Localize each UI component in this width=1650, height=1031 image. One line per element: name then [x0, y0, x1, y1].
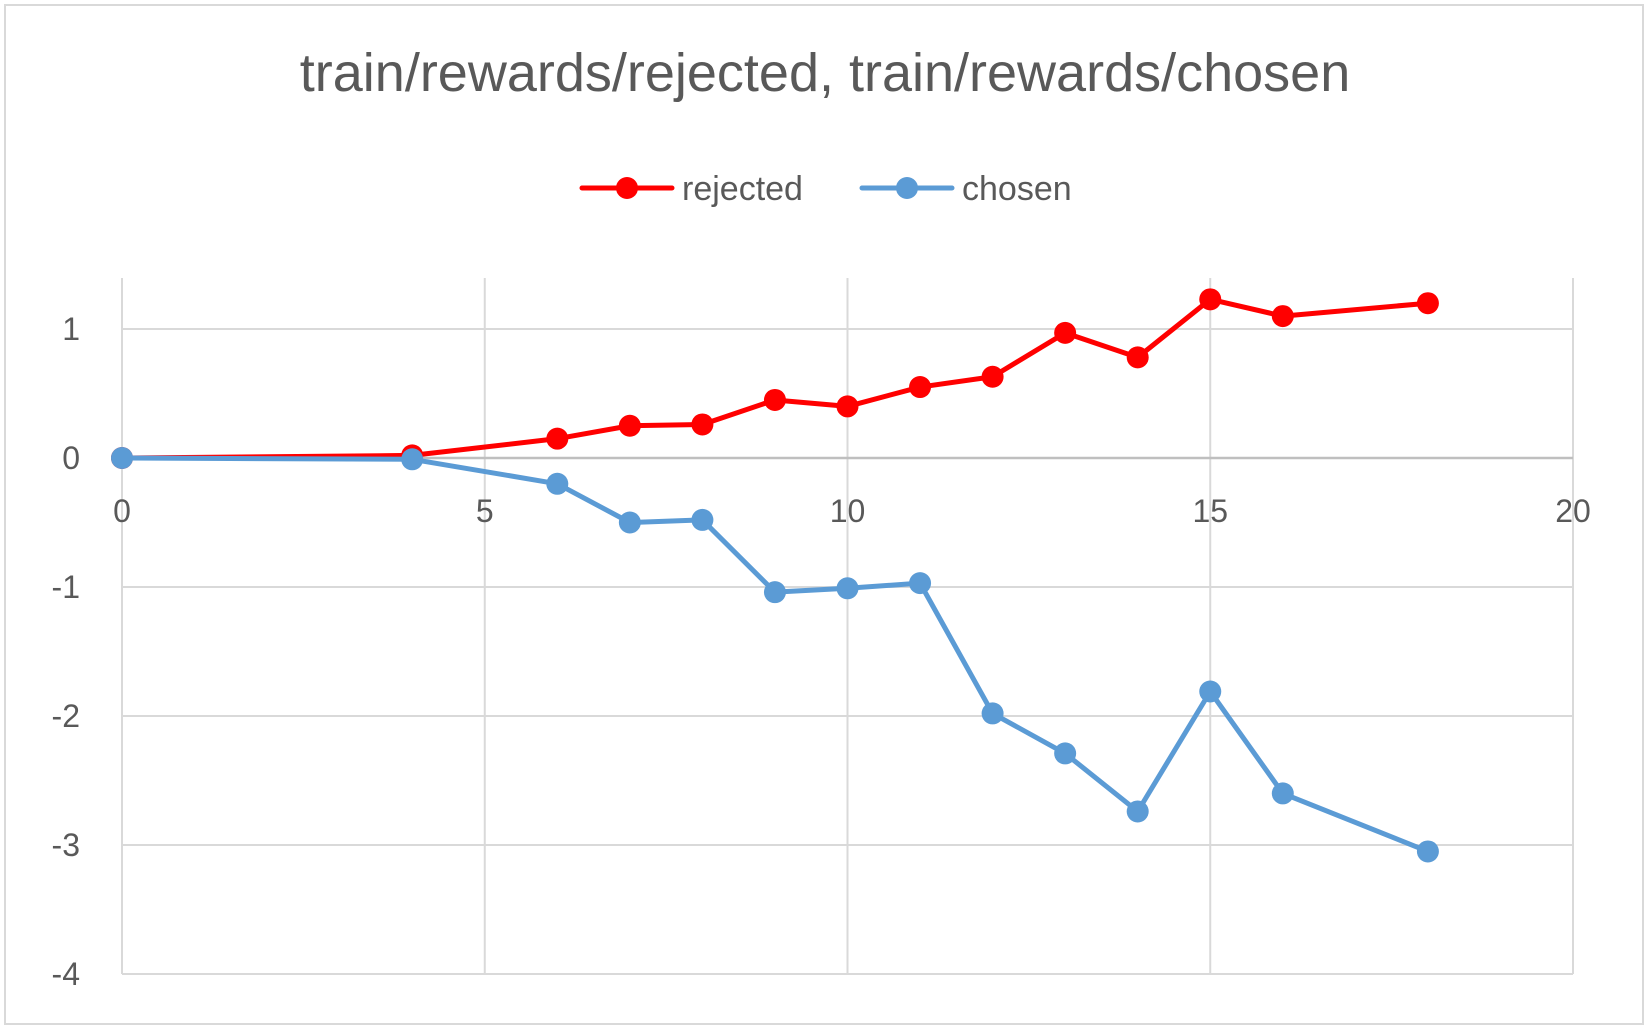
x-tick-label: 15	[1192, 493, 1228, 529]
data-point-rejected	[691, 413, 714, 436]
data-point-rejected	[1199, 288, 1222, 311]
data-point-rejected	[763, 388, 786, 411]
gridlines	[121, 278, 1574, 975]
data-point-chosen	[691, 508, 714, 531]
y-tick-label: 1	[62, 311, 80, 347]
chart-title: train/rewards/rejected, train/rewards/ch…	[299, 43, 1351, 103]
data-point-chosen	[1271, 782, 1294, 805]
data-point-rejected	[1271, 305, 1294, 328]
y-tick-label: -1	[52, 569, 80, 605]
data-point-rejected	[618, 414, 641, 437]
chart-area	[4, 4, 1644, 1025]
x-tick-label: 5	[476, 493, 494, 529]
data-point-rejected	[836, 395, 859, 418]
y-tick-label: 0	[62, 440, 80, 476]
data-point-rejected	[546, 427, 569, 450]
x-tick-label: 10	[830, 493, 866, 529]
data-point-chosen	[763, 581, 786, 604]
data-point-chosen	[111, 447, 133, 469]
data-point-rejected	[981, 365, 1004, 388]
y-tick-label: -4	[52, 956, 80, 992]
y-tick-label: -2	[52, 698, 80, 734]
data-point-chosen	[618, 511, 641, 534]
data-point-rejected	[1054, 321, 1077, 344]
legend-marker-rejected	[616, 177, 638, 199]
data-point-rejected	[1416, 292, 1439, 315]
legend-label-rejected: rejected	[682, 170, 803, 208]
data-point-chosen	[546, 472, 569, 495]
data-point-chosen	[1054, 742, 1077, 765]
data-point-chosen	[836, 577, 859, 600]
series-plot	[111, 288, 1439, 863]
series-line-chosen	[119, 455, 1431, 854]
data-point-chosen	[909, 572, 932, 595]
x-tick-label: 0	[113, 493, 131, 529]
y-tick-label: -3	[52, 827, 80, 863]
legend-marker-chosen	[896, 177, 918, 199]
data-point-chosen	[401, 448, 424, 471]
series-line-rejected	[119, 296, 1431, 461]
data-point-chosen	[1199, 680, 1222, 703]
data-point-chosen	[1126, 800, 1149, 823]
axes: 10-1-2-3-40 5 10 15 20	[52, 311, 1591, 992]
data-point-rejected	[1126, 346, 1149, 369]
legend: rejected chosen	[579, 170, 1072, 208]
data-point-chosen	[981, 702, 1004, 725]
data-point-rejected	[909, 376, 932, 399]
data-point-chosen	[1416, 840, 1439, 863]
legend-label-chosen: chosen	[962, 170, 1072, 208]
x-tick-label: 20	[1555, 493, 1591, 529]
